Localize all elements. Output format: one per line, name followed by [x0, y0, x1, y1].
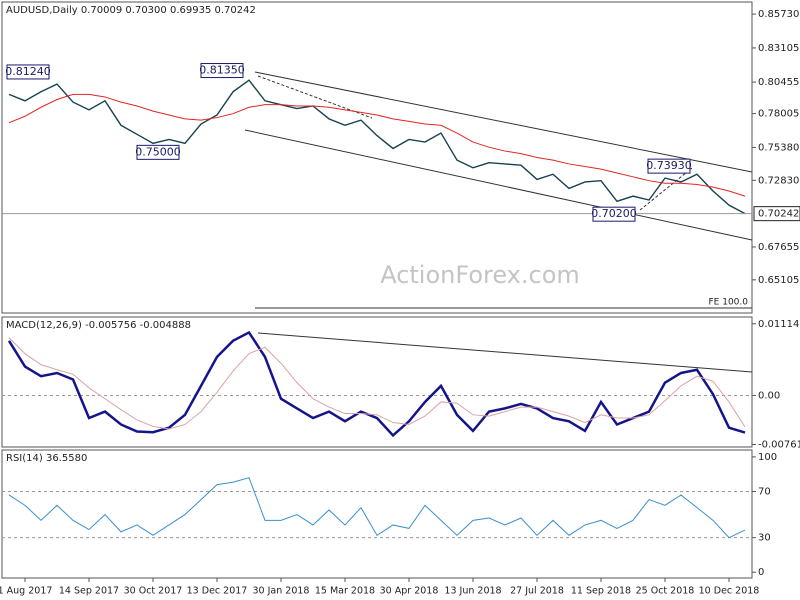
x-tick-label: 27 Jul 2018 — [510, 586, 564, 597]
y-tick-label: 0.83105 — [758, 43, 799, 54]
dashed-trend — [639, 167, 693, 211]
series-line — [8, 337, 746, 430]
x-tick-label: 13 Dec 2017 — [187, 586, 248, 597]
price-panel — [1, 1, 753, 314]
x-tick-label: 1 Aug 2017 — [0, 586, 52, 597]
y-tick-label: 0.85730 — [758, 9, 799, 20]
watermark: ActionForex.com — [380, 261, 580, 289]
y-tick-label: 0.00 — [758, 391, 780, 402]
macd-trendline — [257, 332, 753, 373]
series-line — [7, 330, 746, 438]
annotation-box — [6, 64, 50, 80]
x-tick-label: 11 Sep 2018 — [571, 586, 631, 597]
annotation-label: 0.81350 — [199, 64, 245, 77]
y-tick-label: 100 — [758, 452, 777, 463]
y-tick-label: 0.011143 — [758, 319, 800, 330]
annotation-box — [647, 158, 691, 174]
y-tick-label: 0.75380 — [758, 142, 799, 153]
y-tick-label: 0.65105 — [758, 275, 799, 286]
x-tick-label: 30 Apr 2018 — [380, 586, 439, 597]
rsi-panel — [1, 449, 753, 579]
macd-panel — [1, 316, 753, 448]
annotation-box — [136, 144, 180, 160]
price-title: AUDUSD,Daily 0.70009 0.70300 0.69935 0.7… — [6, 5, 256, 16]
x-tick-label: 30 Jan 2018 — [253, 586, 310, 597]
x-tick-label: 13 Jun 2018 — [444, 586, 501, 597]
series-line — [8, 93, 746, 197]
y-tick-label: 0.78005 — [758, 109, 799, 120]
macd-title: MACD(12,26,9) -0.005756 -0.004888 — [6, 320, 191, 331]
annotation-box — [200, 63, 244, 79]
last-price-label: 0.70242 — [758, 209, 799, 220]
series-line — [8, 79, 746, 215]
y-tick-label: 30 — [758, 533, 771, 544]
annotation-box — [592, 206, 636, 222]
y-tick-label: 0 — [758, 567, 764, 578]
annotation-label: 0.70200 — [591, 207, 637, 220]
y-tick-label: -0.007616 — [758, 440, 800, 451]
x-tick-label: 30 Oct 2017 — [124, 586, 183, 597]
x-tick-label: 25 Oct 2018 — [636, 586, 695, 597]
y-tick-label: 70 — [758, 487, 771, 498]
y-tick-label: 0.80455 — [758, 77, 799, 88]
channel-upper — [254, 71, 753, 173]
x-tick-label: 15 Mar 2018 — [315, 586, 375, 597]
x-tick-label: 14 Sep 2017 — [59, 586, 119, 597]
y-tick-label: 0.67655 — [758, 242, 799, 253]
x-tick-label: 10 Dec 2018 — [699, 586, 760, 597]
annotation-label: 0.73930 — [646, 159, 692, 172]
channel-lower — [244, 129, 753, 241]
rsi-title: RSI(14) 36.5580 — [6, 453, 87, 464]
series-line — [8, 477, 746, 539]
y-tick-label: 0.72830 — [758, 175, 799, 186]
last-price-box — [753, 206, 800, 222]
annotation-label: 0.81240 — [5, 65, 51, 78]
annotation-label: 0.75000 — [135, 145, 181, 158]
fe-label: FE 100.0 — [709, 298, 749, 308]
